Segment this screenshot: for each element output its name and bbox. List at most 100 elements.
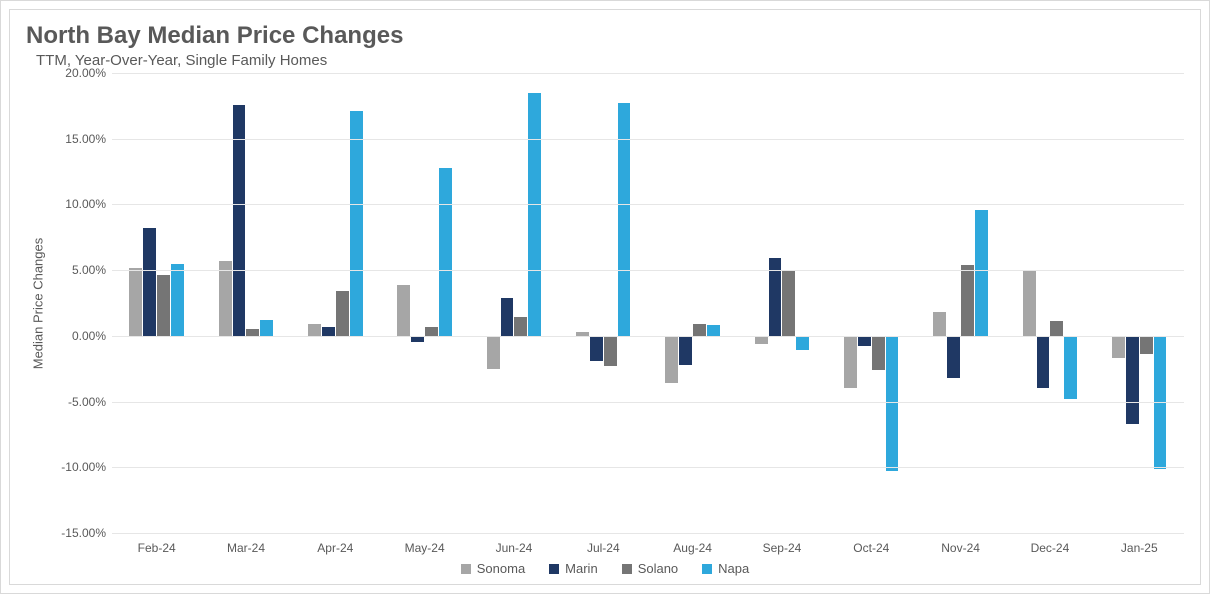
x-tick-label: Dec-24 (1005, 533, 1094, 555)
y-tick-label: 5.00% (72, 263, 106, 277)
y-tick-label: 15.00% (65, 132, 106, 146)
bar-group (112, 73, 201, 533)
legend-label: Napa (718, 561, 749, 576)
bar (157, 275, 170, 335)
y-tick-column: 20.00%15.00%10.00%5.00%0.00%-5.00%-10.00… (50, 73, 112, 533)
plot-area: Median Price Changes 20.00%15.00%10.00%5… (26, 73, 1184, 533)
x-tick-label: Apr-24 (291, 533, 380, 555)
bar (439, 168, 452, 336)
bar (858, 336, 871, 347)
y-tick-label: -15.00% (61, 526, 106, 540)
bar (336, 291, 349, 336)
legend-item: Sonoma (461, 561, 525, 576)
x-tick-label: Jun-24 (469, 533, 558, 555)
bar (501, 298, 514, 336)
x-tick-label: Oct-24 (827, 533, 916, 555)
y-axis-label: Median Price Changes (31, 237, 46, 369)
x-tick-label: Feb-24 (112, 533, 201, 555)
y-axis-label-box: Median Price Changes (26, 73, 50, 533)
bar (961, 265, 974, 336)
bar (514, 317, 527, 335)
bar (528, 93, 541, 336)
bar (129, 268, 142, 336)
grid-line (112, 533, 1184, 534)
bar (886, 336, 899, 471)
bar (397, 285, 410, 336)
bar (947, 336, 960, 378)
bar-group (1005, 73, 1094, 533)
legend-swatch (549, 564, 559, 574)
y-tick-label: 20.00% (65, 66, 106, 80)
legend-label: Marin (565, 561, 598, 576)
bar-group (469, 73, 558, 533)
bar (350, 111, 363, 336)
bar (1140, 336, 1153, 354)
bar (1023, 270, 1036, 336)
bar (143, 228, 156, 336)
bar (171, 264, 184, 336)
bar (707, 325, 720, 336)
grid-line (112, 73, 1184, 74)
x-tick-label: Jan-25 (1095, 533, 1184, 555)
x-tick-label: Sep-24 (737, 533, 826, 555)
bar (425, 327, 438, 336)
bar (755, 336, 768, 344)
bar (693, 324, 706, 336)
legend: Sonoma Marin Solano Napa (26, 561, 1184, 576)
bar-group (291, 73, 380, 533)
bar (933, 312, 946, 336)
bar (844, 336, 857, 389)
grid-line (112, 467, 1184, 468)
bar-groups (112, 73, 1184, 533)
bar (322, 327, 335, 336)
legend-label: Solano (638, 561, 678, 576)
bar (308, 324, 321, 336)
bar-group (916, 73, 1005, 533)
chart-subtitle: TTM, Year-Over-Year, Single Family Homes (36, 52, 1184, 69)
bar-group (559, 73, 648, 533)
bar (679, 336, 692, 365)
legend-item: Napa (702, 561, 749, 576)
bar (872, 336, 885, 370)
chart-frame: North Bay Median Price Changes TTM, Year… (0, 0, 1210, 594)
bar (782, 271, 795, 335)
plot (112, 73, 1184, 533)
legend-swatch (702, 564, 712, 574)
grid-line (112, 204, 1184, 205)
y-tick-label: 10.00% (65, 197, 106, 211)
bar (665, 336, 678, 383)
bar-group (1095, 73, 1184, 533)
bar (1064, 336, 1077, 399)
bar (219, 261, 232, 336)
bar (1112, 336, 1125, 358)
bar-group (648, 73, 737, 533)
y-tick-label: 0.00% (72, 329, 106, 343)
bar-group (827, 73, 916, 533)
legend-swatch (622, 564, 632, 574)
grid-line (112, 139, 1184, 140)
bar (260, 320, 273, 336)
bar (1050, 321, 1063, 335)
legend-item: Solano (622, 561, 678, 576)
bar (604, 336, 617, 366)
bar-group (201, 73, 290, 533)
x-tick-label: May-24 (380, 533, 469, 555)
bar (796, 336, 809, 350)
x-axis-labels: Feb-24Mar-24Apr-24May-24Jun-24Jul-24Aug-… (112, 533, 1184, 555)
x-tick-label: Aug-24 (648, 533, 737, 555)
bar-group (380, 73, 469, 533)
legend-item: Marin (549, 561, 598, 576)
bar (1037, 336, 1050, 389)
bar (590, 336, 603, 361)
grid-line (112, 402, 1184, 403)
y-tick-label: -10.00% (61, 460, 106, 474)
x-tick-label: Jul-24 (559, 533, 648, 555)
bar (975, 210, 988, 336)
grid-line (112, 270, 1184, 271)
grid-line (112, 336, 1184, 337)
x-tick-label: Mar-24 (201, 533, 290, 555)
bar (487, 336, 500, 369)
bar-group (737, 73, 826, 533)
chart-inner: North Bay Median Price Changes TTM, Year… (9, 9, 1201, 585)
legend-label: Sonoma (477, 561, 525, 576)
